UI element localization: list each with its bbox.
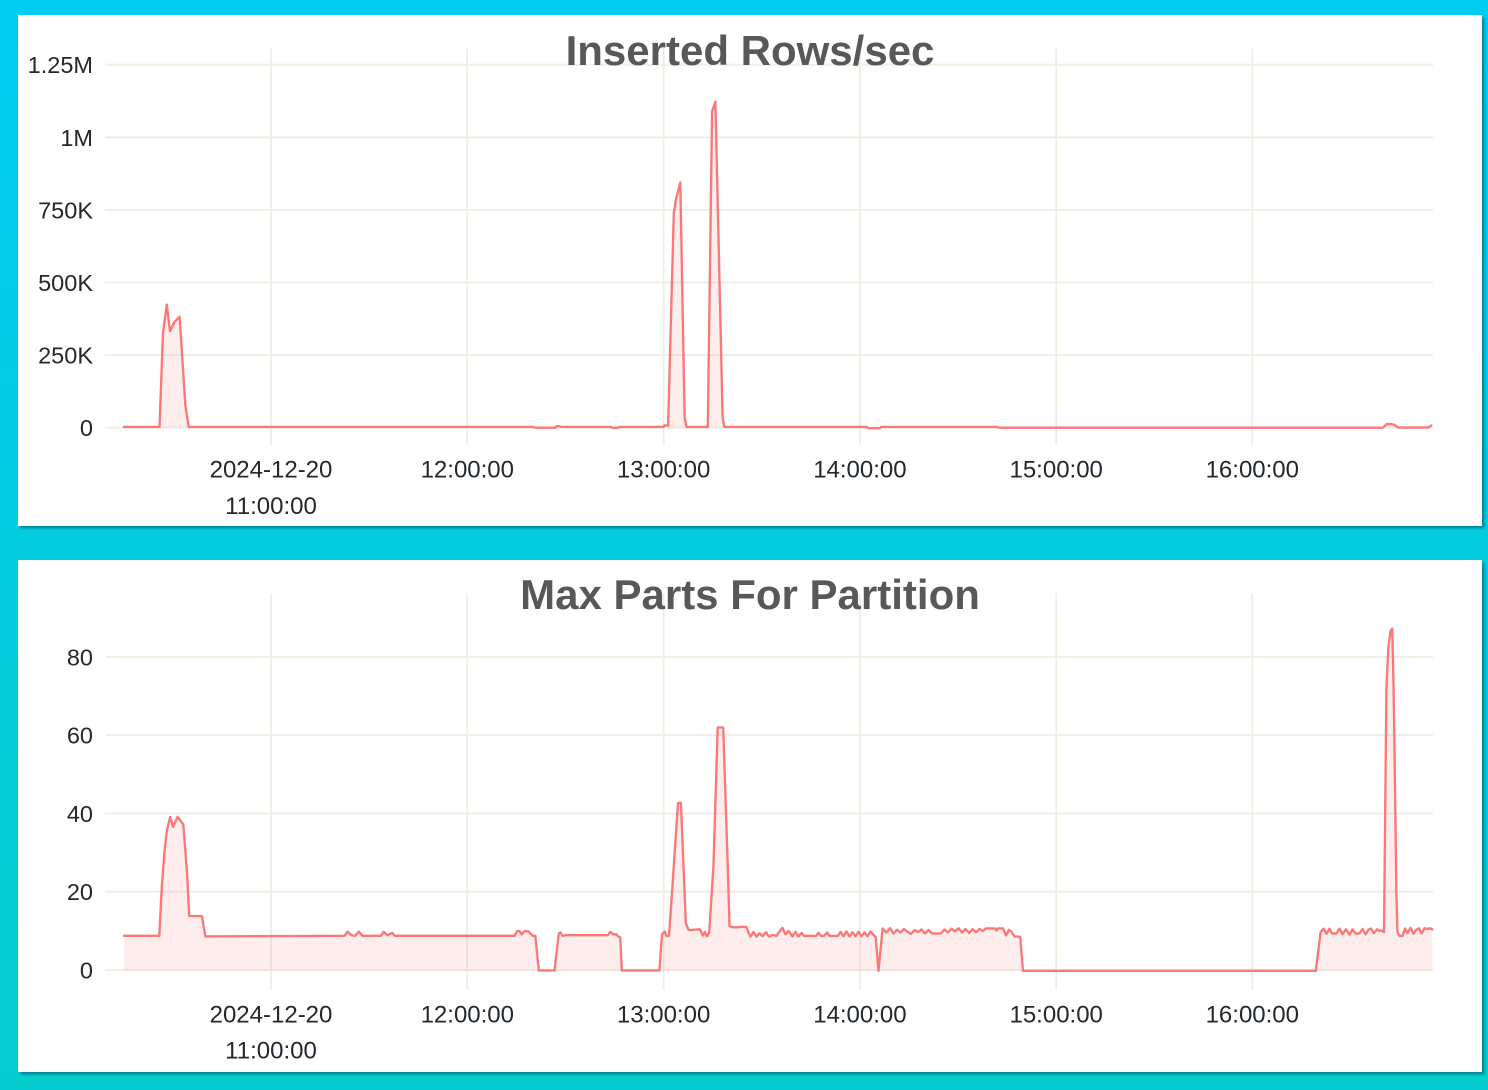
svg-text:80: 80 [67, 644, 93, 670]
svg-text:250K: 250K [38, 343, 93, 369]
svg-text:13:00:00: 13:00:00 [617, 1002, 710, 1029]
svg-text:15:00:00: 15:00:00 [1009, 1002, 1102, 1029]
svg-text:1.25M: 1.25M [28, 52, 93, 78]
svg-text:Inserted Rows/sec: Inserted Rows/sec [566, 27, 935, 74]
svg-text:40: 40 [67, 801, 93, 827]
svg-text:1M: 1M [60, 125, 93, 151]
svg-text:16:00:00: 16:00:00 [1206, 457, 1299, 484]
svg-text:14:00:00: 14:00:00 [813, 457, 906, 484]
svg-text:11:00:00: 11:00:00 [225, 1038, 317, 1065]
svg-text:11:00:00: 11:00:00 [225, 493, 317, 520]
svg-text:15:00:00: 15:00:00 [1009, 457, 1102, 484]
svg-text:2024-12-20: 2024-12-20 [210, 457, 333, 484]
svg-text:Max Parts For Partition: Max Parts For Partition [520, 571, 980, 618]
svg-text:20: 20 [67, 879, 93, 905]
svg-text:0: 0 [80, 415, 93, 441]
svg-text:14:00:00: 14:00:00 [813, 1002, 906, 1029]
svg-text:16:00:00: 16:00:00 [1206, 1002, 1299, 1029]
svg-text:500K: 500K [38, 270, 93, 296]
svg-text:12:00:00: 12:00:00 [421, 457, 514, 484]
svg-text:2024-12-20: 2024-12-20 [210, 1002, 333, 1029]
svg-text:750K: 750K [38, 197, 93, 223]
svg-text:13:00:00: 13:00:00 [617, 457, 710, 484]
svg-text:12:00:00: 12:00:00 [421, 1002, 514, 1029]
svg-text:0: 0 [80, 958, 93, 984]
svg-text:60: 60 [67, 723, 93, 749]
